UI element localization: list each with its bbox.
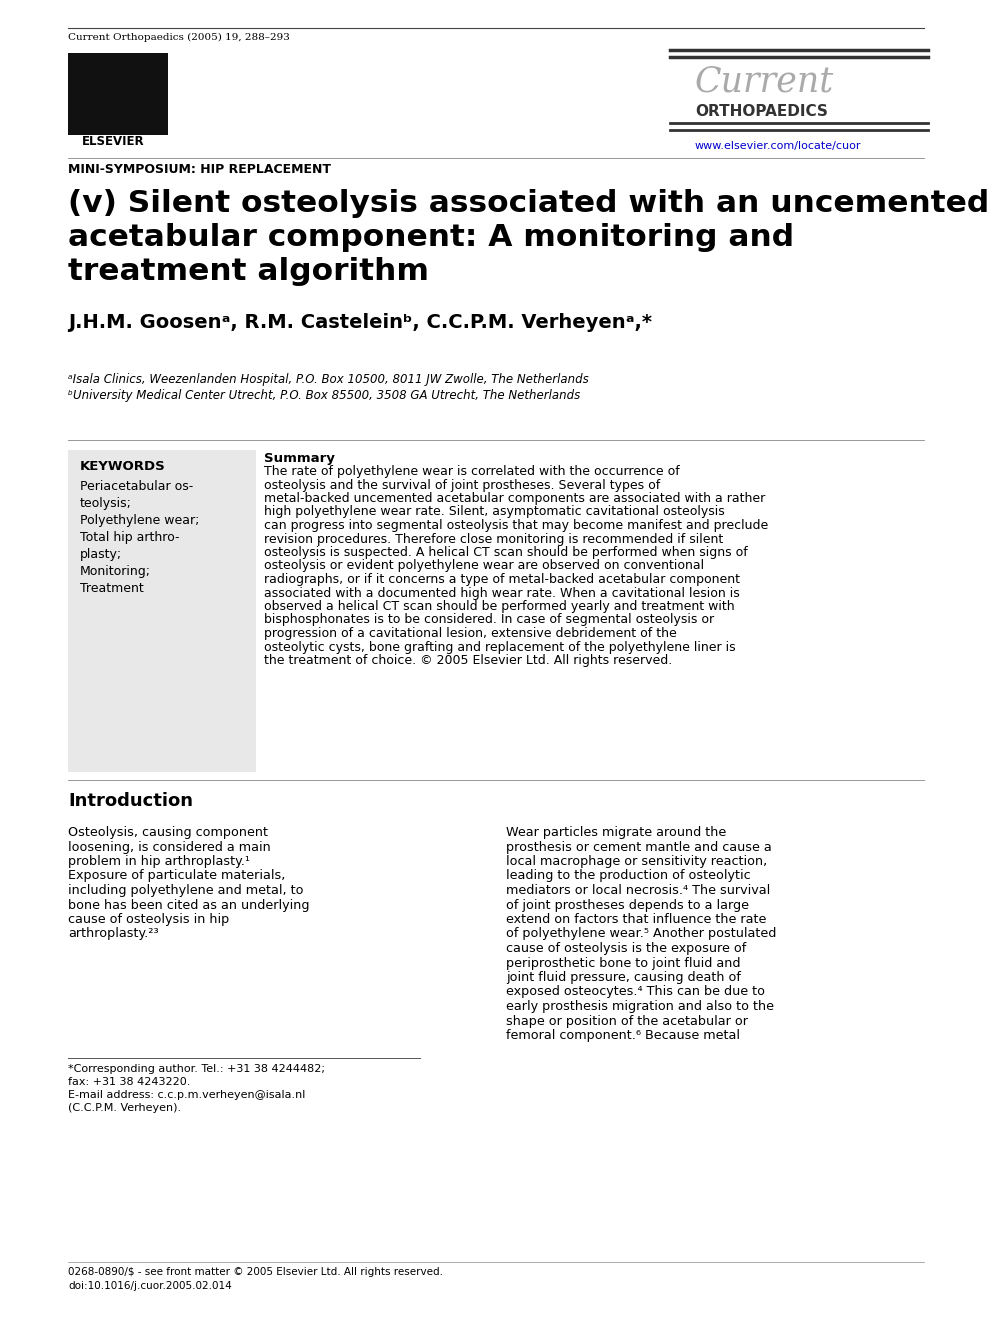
Text: www.elsevier.com/locate/cuor: www.elsevier.com/locate/cuor: [695, 142, 861, 151]
Text: Exposure of particulate materials,: Exposure of particulate materials,: [68, 869, 286, 882]
Text: joint fluid pressure, causing death of: joint fluid pressure, causing death of: [506, 971, 741, 984]
Text: associated with a documented high wear rate. When a cavitational lesion is: associated with a documented high wear r…: [264, 586, 740, 599]
Text: Introduction: Introduction: [68, 792, 193, 810]
Text: shape or position of the acetabular or: shape or position of the acetabular or: [506, 1015, 748, 1028]
Text: (v) Silent osteolysis associated with an uncemented: (v) Silent osteolysis associated with an…: [68, 189, 989, 218]
Text: cause of osteolysis is the exposure of: cause of osteolysis is the exposure of: [506, 942, 746, 955]
Text: high polyethylene wear rate. Silent, asymptomatic cavitational osteolysis: high polyethylene wear rate. Silent, asy…: [264, 505, 725, 519]
Text: bisphosphonates is to be considered. In case of segmental osteolysis or: bisphosphonates is to be considered. In …: [264, 614, 714, 627]
Text: Treatment: Treatment: [80, 582, 144, 595]
FancyBboxPatch shape: [68, 450, 256, 773]
Text: including polyethylene and metal, to: including polyethylene and metal, to: [68, 884, 304, 897]
Text: leading to the production of osteolytic: leading to the production of osteolytic: [506, 869, 751, 882]
Text: the treatment of choice. © 2005 Elsevier Ltd. All rights reserved.: the treatment of choice. © 2005 Elsevier…: [264, 654, 673, 667]
Text: The rate of polyethylene wear is correlated with the occurrence of: The rate of polyethylene wear is correla…: [264, 464, 680, 478]
Text: cause of osteolysis in hip: cause of osteolysis in hip: [68, 913, 229, 926]
Text: revision procedures. Therefore close monitoring is recommended if silent: revision procedures. Therefore close mon…: [264, 532, 723, 545]
Text: periprosthetic bone to joint fluid and: periprosthetic bone to joint fluid and: [506, 957, 740, 970]
Text: Polyethylene wear;: Polyethylene wear;: [80, 515, 199, 527]
Text: bone has been cited as an underlying: bone has been cited as an underlying: [68, 898, 310, 912]
Text: ORTHOPAEDICS: ORTHOPAEDICS: [695, 105, 828, 119]
Text: Total hip arthro-: Total hip arthro-: [80, 531, 180, 544]
Text: prosthesis or cement mantle and cause a: prosthesis or cement mantle and cause a: [506, 840, 772, 853]
Text: loosening, is considered a main: loosening, is considered a main: [68, 840, 271, 853]
Text: arthroplasty.²³: arthroplasty.²³: [68, 927, 159, 941]
Text: exposed osteocytes.⁴ This can be due to: exposed osteocytes.⁴ This can be due to: [506, 986, 765, 999]
Text: extend on factors that influence the rate: extend on factors that influence the rat…: [506, 913, 767, 926]
Text: osteolysis or evident polyethylene wear are observed on conventional: osteolysis or evident polyethylene wear …: [264, 560, 704, 573]
Text: femoral component.⁶ Because metal: femoral component.⁶ Because metal: [506, 1029, 740, 1043]
Text: radiographs, or if it concerns a type of metal-backed acetabular component: radiographs, or if it concerns a type of…: [264, 573, 740, 586]
Text: ᵇUniversity Medical Center Utrecht, P.O. Box 85500, 3508 GA Utrecht, The Netherl: ᵇUniversity Medical Center Utrecht, P.O.…: [68, 389, 580, 402]
Text: metal-backed uncemented acetabular components are associated with a rather: metal-backed uncemented acetabular compo…: [264, 492, 765, 505]
Text: treatment algorithm: treatment algorithm: [68, 257, 429, 286]
Text: osteolysis is suspected. A helical CT scan should be performed when signs of: osteolysis is suspected. A helical CT sc…: [264, 546, 748, 560]
Text: 0268-0890/$ - see front matter © 2005 Elsevier Ltd. All rights reserved.: 0268-0890/$ - see front matter © 2005 El…: [68, 1267, 443, 1277]
Text: observed a helical CT scan should be performed yearly and treatment with: observed a helical CT scan should be per…: [264, 601, 735, 613]
Text: KEYWORDS: KEYWORDS: [80, 460, 166, 474]
Text: Current: Current: [695, 65, 834, 99]
Text: of joint prostheses depends to a large: of joint prostheses depends to a large: [506, 898, 749, 912]
Text: teolysis;: teolysis;: [80, 497, 132, 509]
Text: ᵃIsala Clinics, Weezenlanden Hospital, P.O. Box 10500, 8011 JW Zwolle, The Nethe: ᵃIsala Clinics, Weezenlanden Hospital, P…: [68, 373, 588, 386]
Text: Osteolysis, causing component: Osteolysis, causing component: [68, 826, 268, 839]
Text: osteolysis and the survival of joint prostheses. Several types of: osteolysis and the survival of joint pro…: [264, 479, 661, 492]
FancyBboxPatch shape: [68, 53, 168, 135]
Text: (C.C.P.M. Verheyen).: (C.C.P.M. Verheyen).: [68, 1103, 182, 1113]
Text: of polyethylene wear.⁵ Another postulated: of polyethylene wear.⁵ Another postulate…: [506, 927, 777, 941]
Text: Current Orthopaedics (2005) 19, 288–293: Current Orthopaedics (2005) 19, 288–293: [68, 33, 290, 42]
Text: can progress into segmental osteolysis that may become manifest and preclude: can progress into segmental osteolysis t…: [264, 519, 768, 532]
Text: MINI-SYMPOSIUM: HIP REPLACEMENT: MINI-SYMPOSIUM: HIP REPLACEMENT: [68, 163, 331, 176]
Text: local macrophage or sensitivity reaction,: local macrophage or sensitivity reaction…: [506, 855, 767, 868]
Text: Summary: Summary: [264, 452, 335, 464]
Text: ELSEVIER: ELSEVIER: [82, 135, 145, 148]
Text: plasty;: plasty;: [80, 548, 122, 561]
Text: E-mail address: c.c.p.m.verheyen@isala.nl: E-mail address: c.c.p.m.verheyen@isala.n…: [68, 1090, 306, 1099]
Text: osteolytic cysts, bone grafting and replacement of the polyethylene liner is: osteolytic cysts, bone grafting and repl…: [264, 640, 736, 654]
Text: *Corresponding author. Tel.: +31 38 4244482;: *Corresponding author. Tel.: +31 38 4244…: [68, 1064, 325, 1074]
Text: progression of a cavitational lesion, extensive debridement of the: progression of a cavitational lesion, ex…: [264, 627, 677, 640]
Text: J.H.M. Goosenᵃ, R.M. Casteleinᵇ, C.C.P.M. Verheyenᵃ,*: J.H.M. Goosenᵃ, R.M. Casteleinᵇ, C.C.P.M…: [68, 314, 652, 332]
Text: acetabular component: A monitoring and: acetabular component: A monitoring and: [68, 224, 795, 251]
Text: early prosthesis migration and also to the: early prosthesis migration and also to t…: [506, 1000, 774, 1013]
Text: Wear particles migrate around the: Wear particles migrate around the: [506, 826, 726, 839]
Text: fax: +31 38 4243220.: fax: +31 38 4243220.: [68, 1077, 190, 1088]
Text: Monitoring;: Monitoring;: [80, 565, 151, 578]
Text: Periacetabular os-: Periacetabular os-: [80, 480, 193, 493]
Text: doi:10.1016/j.cuor.2005.02.014: doi:10.1016/j.cuor.2005.02.014: [68, 1281, 232, 1291]
Text: problem in hip arthroplasty.¹: problem in hip arthroplasty.¹: [68, 855, 250, 868]
Text: mediators or local necrosis.⁴ The survival: mediators or local necrosis.⁴ The surviv…: [506, 884, 770, 897]
